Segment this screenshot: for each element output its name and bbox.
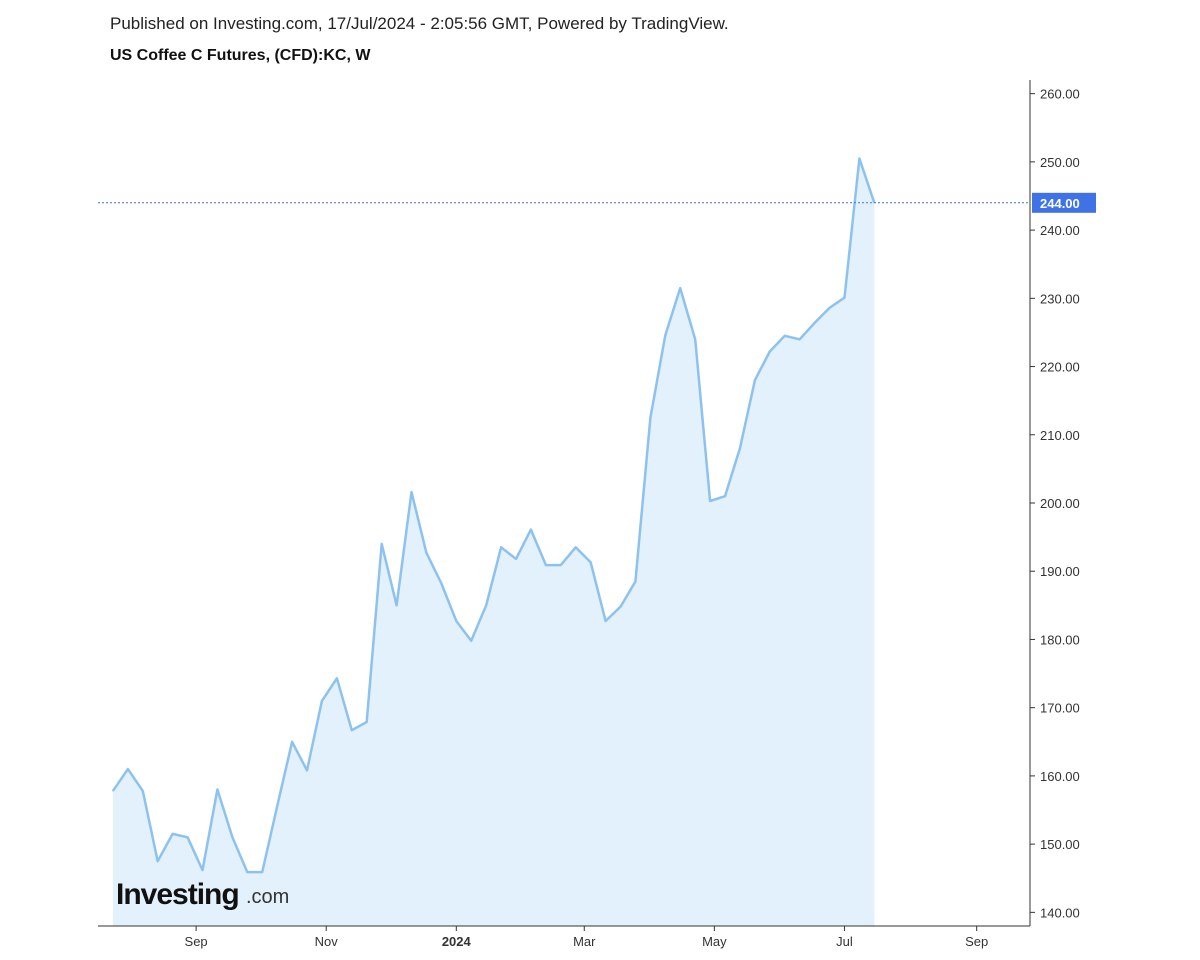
data-point-6 bbox=[201, 869, 204, 871]
data-point-8 bbox=[231, 836, 233, 838]
investing-logo: Investing .com bbox=[116, 878, 289, 911]
data-point-18 bbox=[381, 543, 383, 545]
data-point-36 bbox=[649, 417, 652, 419]
data-point-35 bbox=[634, 580, 637, 583]
data-point-43 bbox=[754, 379, 756, 381]
x-tick-label: 2024 bbox=[442, 934, 472, 949]
data-point-39 bbox=[694, 338, 696, 340]
logo-wordmark: Investing bbox=[116, 878, 239, 911]
data-point-0 bbox=[112, 790, 114, 792]
data-point-13 bbox=[306, 769, 308, 772]
axis-layer: 140.00 150.00 160.00 170.00 180.00 190.00 200.… bbox=[98, 80, 1096, 949]
data-point-40 bbox=[709, 500, 711, 502]
data-point-47 bbox=[814, 322, 816, 324]
data-point-42 bbox=[739, 447, 741, 449]
data-point-17 bbox=[366, 721, 368, 723]
y-tick-label: 210.00 bbox=[1040, 428, 1080, 443]
data-point-23 bbox=[455, 620, 457, 622]
data-point-31 bbox=[575, 546, 577, 548]
last-price-label: 244.00 bbox=[1040, 196, 1080, 211]
data-point-49 bbox=[843, 297, 846, 299]
data-point-37 bbox=[664, 334, 666, 336]
x-tick-label: Sep bbox=[965, 934, 988, 949]
data-point-21 bbox=[425, 552, 427, 554]
y-tick-label: 260.00 bbox=[1040, 87, 1080, 102]
y-tick-label: 250.00 bbox=[1040, 155, 1080, 170]
data-point-19 bbox=[396, 604, 398, 606]
data-point-48 bbox=[828, 307, 831, 309]
data-point-38 bbox=[679, 287, 681, 289]
data-point-44 bbox=[769, 350, 771, 353]
y-tick-label: 230.00 bbox=[1040, 291, 1080, 306]
x-tick-label: Sep bbox=[185, 934, 208, 949]
data-point-33 bbox=[605, 620, 607, 622]
y-tick-label: 150.00 bbox=[1040, 837, 1080, 852]
data-point-45 bbox=[784, 335, 786, 337]
data-point-9 bbox=[246, 871, 248, 873]
data-point-15 bbox=[336, 677, 338, 679]
price-area-fill bbox=[112, 158, 875, 926]
x-tick-label: Mar bbox=[573, 934, 596, 949]
published-info: Published on Investing.com, 17/Jul/2024 … bbox=[110, 14, 729, 33]
data-point-3 bbox=[157, 860, 159, 862]
data-point-16 bbox=[351, 729, 353, 731]
data-point-26 bbox=[500, 546, 502, 548]
y-tick-label: 140.00 bbox=[1040, 905, 1080, 920]
data-point-2 bbox=[142, 790, 144, 792]
data-point-27 bbox=[515, 558, 517, 560]
chart-title: US Coffee C Futures, (CFD):KC, W bbox=[110, 47, 371, 64]
data-point-20 bbox=[410, 491, 413, 493]
data-point-29 bbox=[545, 564, 547, 566]
logo-suffix: .com bbox=[246, 886, 289, 908]
y-tick-label: 170.00 bbox=[1040, 701, 1080, 716]
data-point-46 bbox=[799, 338, 801, 340]
y-tick-label: 240.00 bbox=[1040, 223, 1080, 238]
data-point-11 bbox=[276, 806, 278, 808]
price-line bbox=[111, 157, 876, 874]
x-tick-label: May bbox=[702, 934, 727, 949]
data-point-34 bbox=[619, 606, 622, 608]
x-tick-label: Nov bbox=[315, 934, 339, 949]
data-point-1 bbox=[127, 768, 129, 770]
x-tick-label: Jul bbox=[836, 934, 853, 949]
data-point-50 bbox=[858, 157, 861, 160]
data-point-22 bbox=[440, 582, 442, 585]
y-tick-label: 200.00 bbox=[1040, 496, 1080, 511]
y-tick-label: 220.00 bbox=[1040, 360, 1080, 375]
y-tick-label: 180.00 bbox=[1040, 632, 1080, 647]
last-price-badge bbox=[1032, 192, 1096, 213]
y-tick-label: 190.00 bbox=[1040, 564, 1080, 579]
data-point-28 bbox=[530, 529, 532, 531]
y-tick-label: 160.00 bbox=[1040, 769, 1080, 784]
area-layer bbox=[111, 157, 876, 926]
data-point-25 bbox=[485, 604, 487, 606]
data-point-4 bbox=[172, 833, 174, 835]
data-point-41 bbox=[724, 495, 726, 497]
data-point-7 bbox=[216, 788, 218, 791]
data-point-30 bbox=[560, 564, 562, 566]
data-point-24 bbox=[470, 640, 472, 642]
data-point-14 bbox=[321, 700, 323, 702]
data-point-10 bbox=[261, 871, 263, 873]
data-point-5 bbox=[187, 836, 189, 838]
data-point-12 bbox=[291, 741, 293, 743]
data-point-32 bbox=[590, 561, 592, 564]
